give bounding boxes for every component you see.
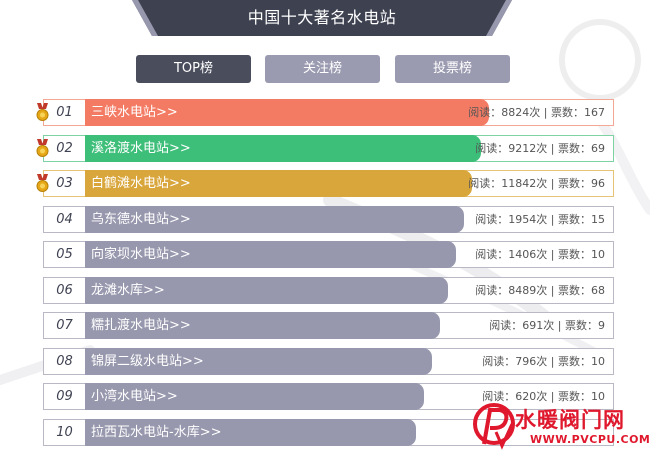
read-vote-stats: 阅读：8489次 | 票数：68 [475, 284, 605, 297]
title-banner: 中国十大著名水电站 [132, 0, 512, 36]
ranking-row: 10 拉西瓦水电站-水库>> [43, 419, 614, 446]
read-vote-stats: 阅读：1954次 | 票数：15 [475, 213, 605, 226]
read-vote-stats: 阅读：691次 | 票数：9 [489, 319, 605, 332]
ranking-row: 05 向家坝水电站>> 阅读：1406次 | 票数：10 [43, 241, 614, 268]
ranking-row: 02 溪洛渡水电站>> 阅读：9212次 | 票数：69 [36, 135, 614, 162]
station-name-link[interactable]: 拉西瓦水电站-水库>> [85, 419, 416, 446]
title-banner-shape [132, 0, 512, 36]
rank-number: 01 [56, 105, 73, 120]
read-vote-stats: 阅读：1406次 | 票数：10 [475, 248, 605, 261]
read-vote-stats: 阅读：796次 | 票数：10 [482, 355, 605, 368]
watermark-site-name: 水暖阀门网 [515, 408, 625, 432]
medal-icon [36, 174, 49, 192]
ranking-row: 03 白鹤滩水电站>> 阅读：11842次 | 票数：96 [36, 170, 614, 197]
ranking-row: 04 乌东德水电站>> 阅读：1954次 | 票数：15 [43, 206, 614, 233]
ranking-row: 06 龙滩水库>> 阅读：8489次 | 票数：68 [43, 277, 614, 304]
site-watermark: 水暖阀门网 WWW.PVCPU.COM [470, 400, 650, 456]
tab-follow-list[interactable]: 关注榜 [265, 55, 380, 83]
read-vote-stats: 阅读：8824次 | 票数：167 [468, 106, 605, 119]
station-name-link[interactable]: 白鹤滩水电站>> [85, 170, 472, 197]
ranking-row: 07 糯扎渡水电站>> 阅读：691次 | 票数：9 [43, 312, 614, 339]
rank-number: 07 [56, 318, 73, 333]
station-name-link[interactable]: 锦屏二级水电站>> [85, 348, 432, 375]
ranking-row: 01 三峡水电站>> 阅读：8824次 | 票数：167 [36, 99, 614, 126]
station-name-link[interactable]: 向家坝水电站>> [85, 241, 456, 268]
rank-number: 08 [56, 354, 73, 369]
station-name-link[interactable]: 糯扎渡水电站>> [85, 312, 440, 339]
page-title: 中国十大著名水电站 [247, 8, 397, 27]
pv-logo-icon [473, 403, 515, 450]
rank-number: 09 [56, 389, 73, 404]
tab-top-list[interactable]: TOP榜 [136, 55, 251, 83]
tab-vote-list[interactable]: 投票榜 [395, 55, 510, 83]
station-name-link[interactable]: 小湾水电站>> [85, 383, 424, 410]
station-name-link[interactable]: 龙滩水库>> [85, 277, 448, 304]
station-name-link[interactable]: 乌东德水电站>> [85, 206, 464, 233]
read-vote-stats: 阅读：620次 | 票数：10 [482, 390, 605, 403]
rank-number: 10 [56, 425, 73, 440]
medal-icon [36, 103, 49, 121]
station-name-link[interactable]: 溪洛渡水电站>> [85, 135, 481, 162]
medal-icon [36, 139, 49, 157]
rank-number: 06 [56, 283, 73, 298]
ranking-row: 08 锦屏二级水电站>> 阅读：796次 | 票数：10 [43, 348, 614, 375]
rank-number: 04 [56, 212, 73, 227]
ranking-row: 09 小湾水电站>> 阅读：620次 | 票数：10 [43, 383, 614, 410]
rank-number: 02 [56, 141, 73, 156]
read-vote-stats: 阅读：11842次 | 票数：96 [468, 177, 605, 190]
watermark-url: WWW.PVCPU.COM [530, 433, 650, 446]
read-vote-stats: 阅读：9212次 | 票数：69 [475, 142, 605, 155]
rank-number: 05 [56, 247, 73, 262]
station-name-link[interactable]: 三峡水电站>> [85, 99, 489, 126]
rank-number: 03 [56, 176, 73, 191]
